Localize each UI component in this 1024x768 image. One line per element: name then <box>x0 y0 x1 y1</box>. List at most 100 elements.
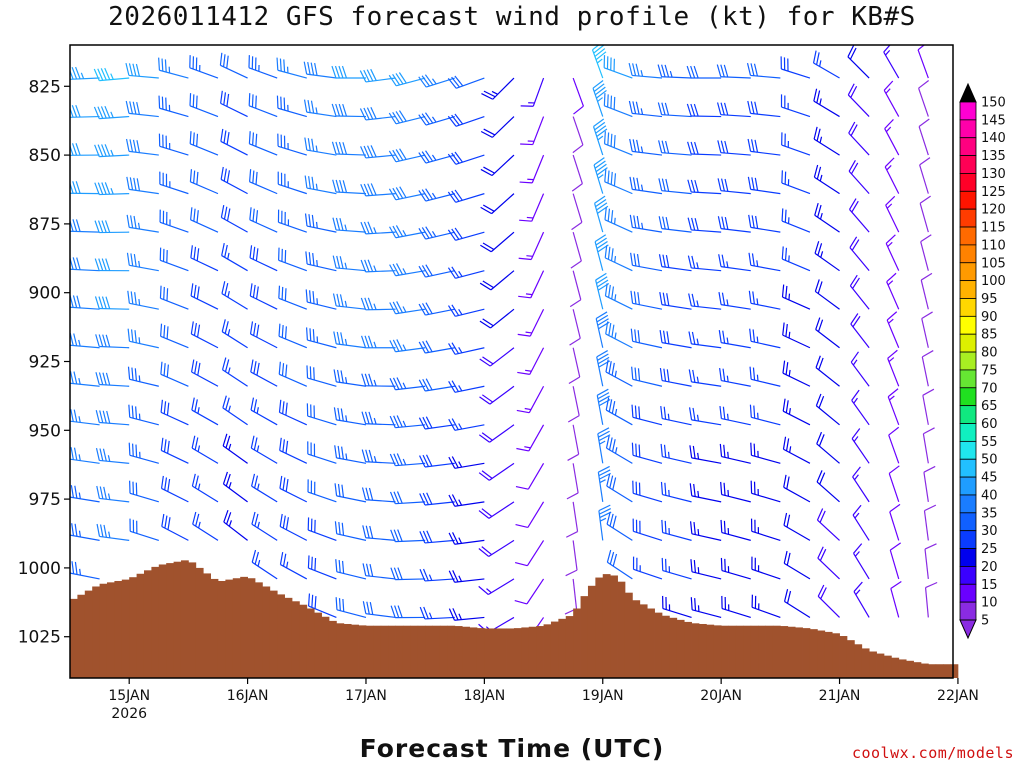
wind-barb <box>884 119 900 156</box>
wind-barb <box>781 208 811 233</box>
wind-barb <box>360 183 396 197</box>
terrain-column <box>876 653 885 678</box>
wind-barb <box>333 407 367 426</box>
terrain-column <box>432 625 441 678</box>
colorbar-segment <box>959 315 977 335</box>
credit-watermark[interactable]: coolwx.com/models <box>851 744 1014 762</box>
wind-barb <box>686 103 722 118</box>
wind-barb <box>780 56 811 79</box>
wind-barb <box>716 64 751 79</box>
terrain-column <box>99 583 108 678</box>
terrain-column <box>513 628 522 678</box>
wind-barb <box>598 504 612 541</box>
wind-barb <box>887 388 900 426</box>
wind-barb <box>605 435 633 464</box>
wind-barb <box>688 369 722 387</box>
wind-barb <box>628 62 663 79</box>
terrain-column <box>580 596 589 678</box>
wind-barb <box>306 403 337 426</box>
x-tick-label: 20JAN <box>700 688 742 704</box>
wind-barb <box>851 389 870 426</box>
wind-barb <box>661 557 692 580</box>
wind-barb <box>419 530 455 544</box>
terrain-column <box>928 664 937 678</box>
wind-barb <box>660 481 692 503</box>
wind-barb <box>359 68 396 83</box>
colorbar-label: 150 <box>981 96 1006 111</box>
terrain-column <box>247 578 256 678</box>
wind-barb <box>307 517 337 541</box>
terrain-column <box>351 624 359 678</box>
colorbar-segment <box>959 173 977 192</box>
wind-barb <box>70 371 100 387</box>
wind-barb <box>448 608 485 621</box>
wind-barb <box>782 360 811 387</box>
terrain-column <box>262 586 271 678</box>
wind-barb <box>632 518 663 541</box>
wind-barb <box>813 126 840 156</box>
wind-barb <box>278 361 308 387</box>
terrain-column <box>439 625 448 678</box>
wind-barb <box>571 154 583 192</box>
wind-barb <box>331 65 366 79</box>
wind-barb <box>447 113 485 127</box>
terrain-column <box>195 567 204 678</box>
wind-barb <box>688 293 722 310</box>
colorbar-segment <box>959 566 977 585</box>
wind-barb <box>632 556 663 580</box>
wind-barb <box>919 157 931 194</box>
colorbar-label: 125 <box>981 185 1006 200</box>
wind-barb <box>418 302 455 316</box>
wind-barb <box>719 367 751 387</box>
colorbar-label: 95 <box>981 292 998 307</box>
x-tick-label: 15JAN <box>108 688 150 704</box>
wind-barb <box>922 427 935 464</box>
wind-barb <box>70 409 100 426</box>
terrain-column <box>802 628 811 678</box>
wind-barb <box>783 474 811 503</box>
wind-barb <box>852 466 870 503</box>
wind-barb <box>849 274 870 310</box>
wind-barb <box>362 601 396 619</box>
terrain-column <box>750 625 759 678</box>
wind-barb <box>418 188 455 202</box>
wind-barb <box>389 339 426 353</box>
wind-barb <box>750 518 781 541</box>
wind-barb <box>447 151 485 165</box>
wind-barb <box>720 481 751 503</box>
terrain-column <box>225 579 234 678</box>
wind-barb <box>918 118 930 156</box>
wind-barb <box>717 140 751 156</box>
wind-barb <box>279 513 308 541</box>
wind-barb <box>515 463 545 490</box>
wind-barb <box>660 443 692 464</box>
colorbar-segment <box>959 530 977 549</box>
wind-barb <box>883 80 900 117</box>
wind-barb <box>847 45 870 79</box>
wind-barb <box>94 144 130 158</box>
wind-barb <box>191 435 219 464</box>
wind-barb <box>192 511 219 541</box>
wind-barb <box>191 473 219 503</box>
terrain-column <box>129 577 137 678</box>
terrain-column <box>306 608 315 678</box>
wind-barb <box>690 559 722 580</box>
wind-barb <box>390 605 426 619</box>
wind-barb <box>478 462 515 481</box>
wind-barb <box>515 501 545 529</box>
wind-barb <box>388 186 426 201</box>
colorbar-label: 85 <box>981 328 998 343</box>
terrain-column <box>469 627 478 678</box>
wind-barb <box>815 355 840 387</box>
colorbar-label: 105 <box>981 256 1006 271</box>
wind-barb <box>887 349 900 387</box>
wind-barb <box>334 483 367 503</box>
wind-barb <box>629 138 663 156</box>
wind-barb <box>249 207 278 233</box>
wind-barb <box>448 456 485 469</box>
x-tick-label: 18JAN <box>463 688 505 704</box>
wind-barb <box>278 399 308 426</box>
terrain-column <box>698 623 707 678</box>
colorbar-label: 90 <box>981 310 998 325</box>
